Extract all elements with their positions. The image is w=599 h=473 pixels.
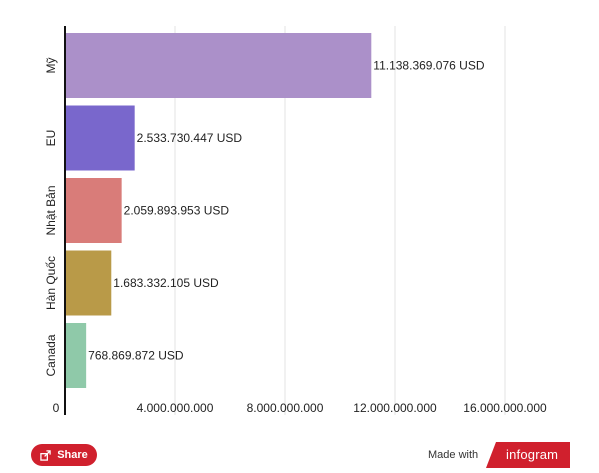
bar-0 (65, 33, 372, 98)
bar-value-label-1: 2.533.730.447 USD (137, 131, 243, 145)
bar-1 (65, 105, 135, 171)
footer: Share Made with infogram (0, 440, 599, 468)
x-tick-label-2: 8.000.000.000 (247, 401, 324, 415)
category-label-4: Canada (44, 334, 58, 376)
made-with-text: Made with (428, 449, 479, 461)
x-tick-label-4: 16.000.000.000 (463, 401, 547, 415)
bar-4 (65, 323, 87, 388)
bar-value-label-4: 768.869.872 USD (88, 349, 184, 363)
bar-3 (65, 250, 112, 316)
share-button[interactable]: Share (31, 444, 97, 466)
bar-value-label-2: 2.059.893.953 USD (124, 204, 230, 218)
share-icon (40, 449, 51, 461)
bar-chart: 11.138.369.076 USD Mỹ 2.533.730.447 USD EU 2… (44, 26, 547, 415)
bar-value-label-3: 1.683.332.105 USD (113, 276, 219, 290)
category-label-1: EU (44, 130, 58, 147)
brand-text: infogram (506, 447, 559, 462)
category-label-2: Nhật Bản (44, 185, 58, 235)
category-label-0: Mỹ (44, 58, 58, 74)
x-tick-label-3: 12.000.000.000 (353, 401, 437, 415)
infogram-logo[interactable]: infogram (486, 442, 570, 468)
x-tick-label-0: 0 (53, 401, 60, 415)
bar-value-label-0: 11.138.369.076 USD (373, 59, 485, 73)
bar-2 (65, 178, 122, 243)
category-label-3: Hàn Quốc (44, 256, 58, 310)
x-tick-label-1: 4.000.000.000 (137, 401, 214, 415)
share-label: Share (57, 449, 88, 461)
brand-badge-shape (486, 442, 570, 468)
